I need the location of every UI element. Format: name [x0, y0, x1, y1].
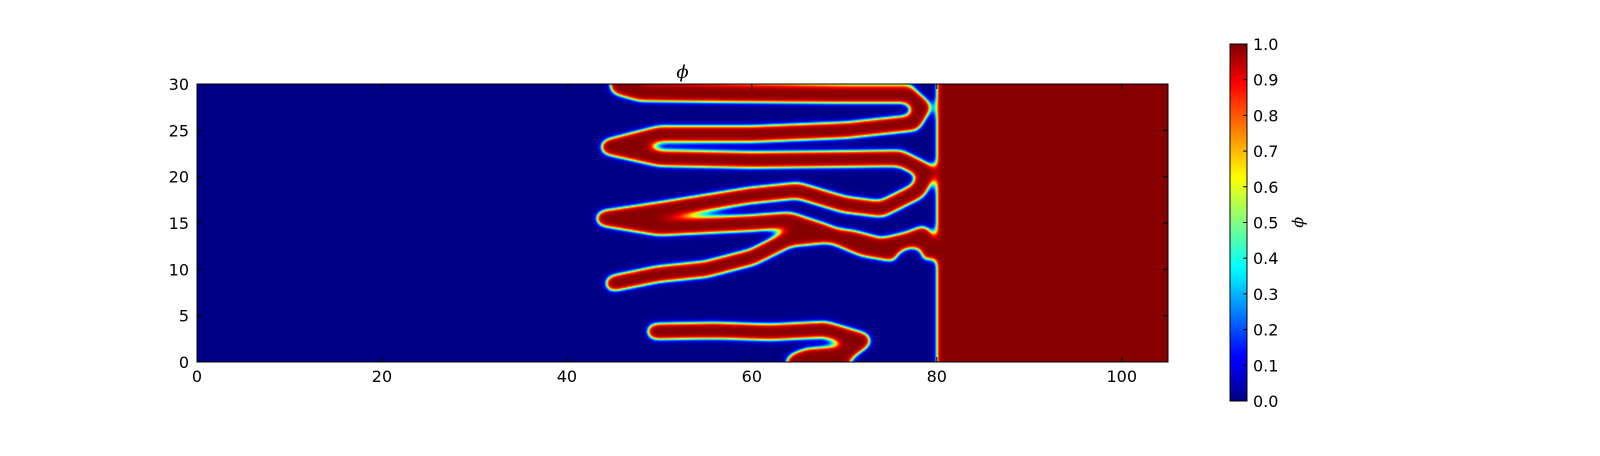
- colorbar-tick-label: 0.1: [1253, 356, 1278, 375]
- x-tick-label: 60: [742, 367, 762, 386]
- y-tick-label: 25: [169, 121, 189, 140]
- colorbar-tick-label: 0.4: [1253, 249, 1278, 268]
- colorbar-tick-label: 0.2: [1253, 321, 1278, 340]
- colorbar-tick-label: 0.6: [1253, 178, 1278, 197]
- chart-title: ϕ: [676, 62, 688, 83]
- y-tick-label: 10: [169, 260, 189, 279]
- colorbar-label: ϕ: [1291, 217, 1310, 228]
- x-tick-label: 40: [557, 367, 577, 386]
- colorbar: 0.0 0.1 0.2 0.3 0.4 0.5 0.6 0.7 0.8 0.9 1.0 ϕ: [1229, 35, 1310, 411]
- y-tick-label: 15: [169, 214, 189, 233]
- x-tick-label: 80: [927, 367, 947, 386]
- colorbar-tick-label: 0.7: [1253, 142, 1278, 161]
- x-tick-label: 20: [372, 367, 392, 386]
- heatmap-plot-area: [196, 83, 1169, 363]
- x-tick-label: 100: [1106, 367, 1137, 386]
- y-tick-label: 30: [169, 75, 189, 94]
- phi-field-image: [197, 84, 1168, 362]
- y-tick-label: 5: [179, 307, 189, 326]
- y-tick-label: 20: [169, 168, 189, 187]
- colorbar-tick-label: 0.8: [1253, 106, 1278, 125]
- x-tick-label: 0: [192, 367, 202, 386]
- colorbar-tick-label: 0.5: [1253, 214, 1278, 233]
- colorbar-tick-label: 0.3: [1253, 285, 1278, 304]
- colorbar-ticks: 0.0 0.1 0.2 0.3 0.4 0.5 0.6 0.7 0.8 0.9 1.0: [1243, 35, 1278, 411]
- colorbar-tick-label: 0.0: [1253, 392, 1278, 411]
- y-tick-label: 0: [179, 353, 189, 372]
- colorbar-tick-label: 1.0: [1253, 35, 1278, 54]
- colorbar-tick-label: 0.9: [1253, 71, 1278, 90]
- x-axis: 0 20 40 60 80 100: [192, 84, 1137, 386]
- y-axis: 0 5 10 15 20 25 30: [169, 75, 1168, 372]
